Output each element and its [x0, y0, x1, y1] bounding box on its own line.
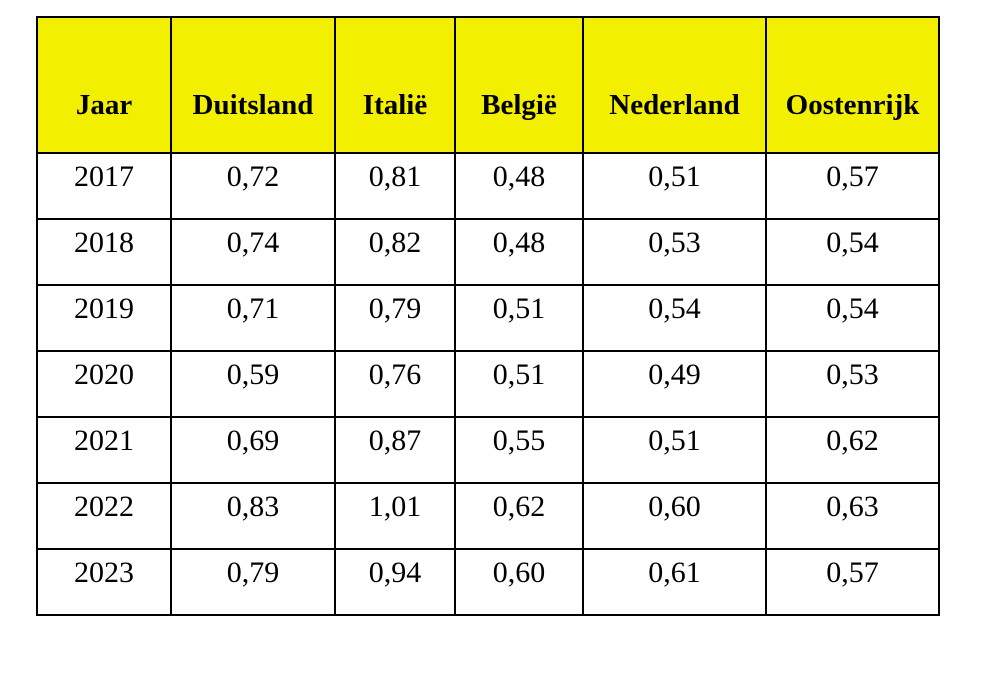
header-cell: Duitsland — [170, 16, 336, 154]
value-cell: 1,01 — [334, 482, 456, 550]
table-row: 2021 0,69 0,87 0,55 0,51 0,62 — [36, 416, 940, 484]
value-cell: 0,51 — [582, 416, 767, 484]
value-cell: 0,79 — [334, 284, 456, 352]
year-cell: 2021 — [36, 416, 172, 484]
header-cell: Nederland — [582, 16, 767, 154]
value-cell: 0,51 — [454, 284, 584, 352]
table-wrap: Jaar Duitsland Italië België Nederland Oosten… — [36, 16, 940, 616]
value-cell: 0,69 — [170, 416, 336, 484]
value-cell: 0,51 — [582, 152, 767, 220]
value-cell: 0,81 — [334, 152, 456, 220]
table-row: 2018 0,74 0,82 0,48 0,53 0,54 — [36, 218, 940, 286]
value-cell: 0,72 — [170, 152, 336, 220]
value-cell: 0,49 — [582, 350, 767, 418]
table-row: 2020 0,59 0,76 0,51 0,49 0,53 — [36, 350, 940, 418]
value-cell: 0,87 — [334, 416, 456, 484]
year-cell: 2019 — [36, 284, 172, 352]
table-row: 2023 0,79 0,94 0,60 0,61 0,57 — [36, 548, 940, 616]
value-cell: 0,48 — [454, 152, 584, 220]
header-cell: Oostenrijk — [765, 16, 940, 154]
header-cell: België — [454, 16, 584, 154]
value-cell: 0,63 — [765, 482, 940, 550]
value-cell: 0,48 — [454, 218, 584, 286]
table-row: 2019 0,71 0,79 0,51 0,54 0,54 — [36, 284, 940, 352]
table-row: 2022 0,83 1,01 0,62 0,60 0,63 — [36, 482, 940, 550]
value-cell: 0,79 — [170, 548, 336, 616]
value-cell: 0,57 — [765, 548, 940, 616]
year-cell: 2018 — [36, 218, 172, 286]
value-cell: 0,57 — [765, 152, 940, 220]
value-cell: 0,54 — [765, 284, 940, 352]
value-cell: 0,71 — [170, 284, 336, 352]
table-row: 2017 0,72 0,81 0,48 0,51 0,57 — [36, 152, 940, 220]
year-cell: 2020 — [36, 350, 172, 418]
value-cell: 0,53 — [765, 350, 940, 418]
value-cell: 0,94 — [334, 548, 456, 616]
value-cell: 0,62 — [454, 482, 584, 550]
value-cell: 0,55 — [454, 416, 584, 484]
value-cell: 0,54 — [765, 218, 940, 286]
year-cell: 2017 — [36, 152, 172, 220]
value-cell: 0,53 — [582, 218, 767, 286]
value-cell: 0,76 — [334, 350, 456, 418]
header-row: Jaar Duitsland Italië België Nederland Oosten… — [36, 16, 940, 154]
data-table: Jaar Duitsland Italië België Nederland Oosten… — [36, 16, 940, 616]
value-cell: 0,59 — [170, 350, 336, 418]
header-cell: Jaar — [36, 16, 172, 154]
value-cell: 0,83 — [170, 482, 336, 550]
year-cell: 2023 — [36, 548, 172, 616]
value-cell: 0,51 — [454, 350, 584, 418]
value-cell: 0,62 — [765, 416, 940, 484]
value-cell: 0,60 — [454, 548, 584, 616]
year-cell: 2022 — [36, 482, 172, 550]
table-body: 2017 0,72 0,81 0,48 0,51 0,57 2018 0,74 0,82 0,48… — [36, 152, 940, 616]
value-cell: 0,60 — [582, 482, 767, 550]
header-cell: Italië — [334, 16, 456, 154]
value-cell: 0,82 — [334, 218, 456, 286]
value-cell: 0,54 — [582, 284, 767, 352]
value-cell: 0,74 — [170, 218, 336, 286]
value-cell: 0,61 — [582, 548, 767, 616]
